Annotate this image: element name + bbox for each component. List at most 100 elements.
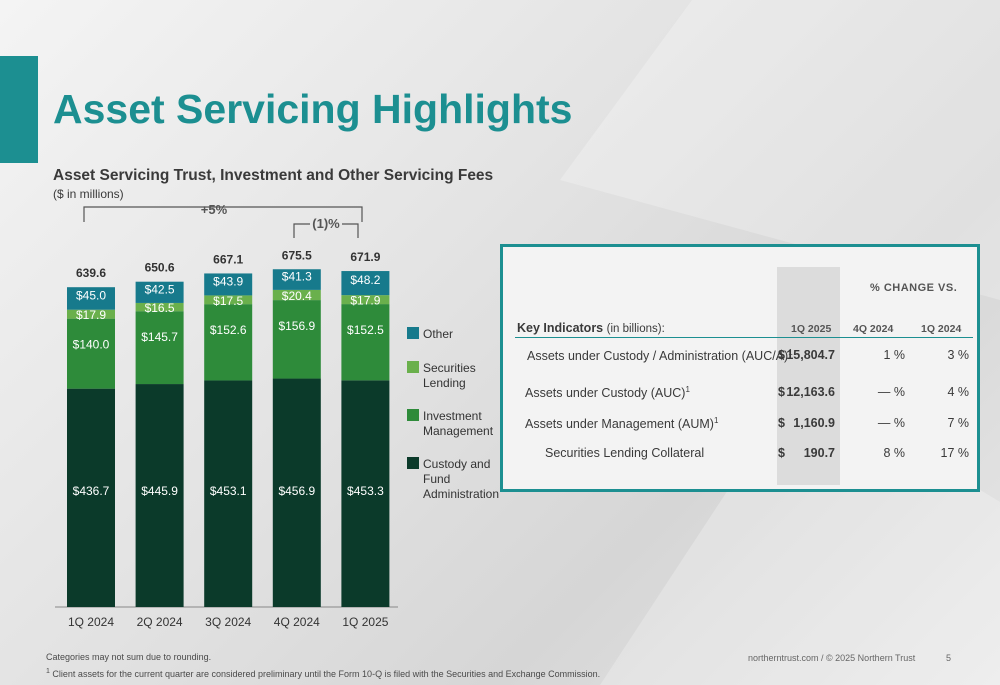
bar-segment	[204, 380, 253, 607]
data-label: $152.6	[210, 323, 247, 337]
column-header: 1Q 2024	[921, 323, 962, 335]
percent-change-header: % CHANGE VS.	[870, 282, 958, 294]
data-label: $41.3	[282, 270, 312, 284]
bar-segment	[272, 269, 321, 290]
legend-swatch	[407, 327, 419, 339]
currency-symbol: $	[778, 416, 785, 430]
legend-label: Other	[423, 327, 453, 341]
key-indicators-heading: Key Indicators (in billions):	[517, 321, 665, 335]
bar-segment	[272, 378, 321, 607]
preliminary-footnote: 1 Client assets for the current quarter …	[46, 668, 600, 679]
bar-segment	[272, 300, 321, 379]
legend-swatch	[407, 361, 419, 373]
data-label: $436.7	[73, 484, 110, 498]
legend-label: Fund	[423, 472, 450, 486]
accent-bar	[0, 56, 38, 163]
data-label: $456.9	[278, 484, 315, 498]
bar-segment	[67, 309, 115, 319]
change-bracket	[293, 223, 359, 238]
change-vs-1q2024: 4 %	[947, 385, 969, 399]
indicator-row: Securities Lending Collateral $190.7 8 % 17…	[503, 446, 977, 466]
footnote-ref: 1	[713, 416, 719, 425]
copyright: northerntrust.com / © 2025 Northern Trus…	[748, 653, 916, 663]
bar-segment	[135, 281, 184, 303]
footnote-ref: 1	[685, 385, 690, 394]
bar-segment	[135, 311, 184, 385]
change-vs-1q2024: 7 %	[947, 416, 969, 430]
x-tick-label: 1Q 2024	[68, 615, 114, 629]
indicator-value: 15,804.7	[786, 348, 835, 362]
indicator-label: Assets under Custody / Administration (A…	[527, 348, 793, 364]
footnote-text: Client assets for the current quarter ar…	[52, 669, 601, 679]
data-label: $145.7	[141, 330, 178, 344]
legend-label: Securities	[423, 361, 476, 375]
change-vs-4q2024: — %	[877, 416, 905, 430]
chart-title: Asset Servicing Trust, Investment and Ot…	[53, 167, 494, 184]
data-label: $17.9	[350, 294, 380, 308]
total-label: 667.1	[213, 252, 243, 266]
bar-segment	[341, 295, 390, 305]
column-header: 1Q 2025	[791, 323, 832, 335]
fees-stacked-bar-chart: $436.7 $140.0 $17.9 $45.0 639.6 1Q 2024 $445.9…	[55, 202, 499, 629]
bar-segment	[341, 304, 390, 381]
column-header: 4Q 2024	[853, 323, 894, 335]
change-vs-4q2024: 1 %	[883, 348, 905, 362]
total-label: 675.5	[282, 248, 312, 262]
bar-segment	[135, 384, 184, 607]
x-tick-label: 1Q 2025	[342, 615, 388, 629]
change-bracket	[83, 206, 363, 222]
change-annotation: (1)%	[312, 216, 340, 231]
bar-segment	[204, 295, 253, 305]
bar-segment	[67, 388, 115, 607]
bar-segment	[341, 380, 390, 607]
indicator-row: Assets under Custody (AUC)1 $12,163.6 — % 4…	[503, 385, 977, 405]
data-label: $20.4	[282, 289, 312, 303]
total-label: 639.6	[76, 266, 106, 280]
page-title: Asset Servicing Highlights	[53, 86, 573, 132]
key-indicators-title: Key Indicators	[517, 321, 604, 335]
data-label: $17.5	[213, 294, 243, 308]
indicator-label: Securities Lending Collateral	[545, 446, 705, 460]
bar-segment	[67, 287, 115, 310]
change-vs-1q2024: 17 %	[940, 446, 970, 460]
data-label: $453.1	[210, 484, 247, 498]
indicator-value: 12,163.6	[786, 385, 835, 399]
x-tick-label: 3Q 2024	[205, 615, 251, 629]
indicator-value: 1,160.9	[793, 416, 835, 430]
legend-label: Investment	[423, 409, 482, 423]
legend-label: Management	[423, 424, 494, 438]
data-label: $42.5	[145, 282, 175, 296]
data-label: $45.0	[76, 288, 106, 302]
bar-segment	[204, 304, 253, 381]
rounding-note: Categories may not sum due to rounding.	[46, 652, 212, 662]
legend-swatch	[407, 409, 419, 421]
data-label: $140.0	[73, 338, 110, 352]
data-label: $445.9	[141, 484, 178, 498]
header-divider	[515, 337, 973, 338]
bar-segment	[341, 271, 390, 296]
key-indicators-panel: % CHANGE VS. Key Indicators (in billions…	[500, 244, 980, 492]
total-label: 671.9	[350, 250, 380, 264]
indicator-label: Assets under Management (AUM)1	[525, 416, 719, 432]
data-label: $156.9	[278, 319, 315, 333]
bar-segment	[135, 302, 184, 312]
x-tick-label: 2Q 2024	[137, 615, 183, 629]
change-vs-1q2024: 3 %	[947, 348, 969, 362]
footnote-ref: 1	[788, 348, 793, 357]
page-number: 5	[946, 653, 952, 663]
data-label: $48.2	[350, 273, 380, 287]
currency-symbol: $	[778, 446, 785, 460]
bar-segment	[272, 289, 321, 301]
legend-label: Lending	[423, 376, 466, 390]
bar-segment	[204, 273, 253, 296]
footnote-marker: 1	[46, 668, 50, 675]
change-vs-4q2024: 8 %	[883, 446, 905, 460]
x-tick-label: 4Q 2024	[274, 615, 320, 629]
data-label: $16.5	[145, 301, 175, 315]
currency-symbol: $	[778, 385, 785, 399]
data-label: $17.9	[76, 308, 106, 322]
indicator-label: Assets under Custody (AUC)1	[525, 385, 690, 401]
legend-label: Administration	[423, 487, 499, 501]
legend-swatch	[407, 457, 419, 469]
current-quarter-highlight	[777, 267, 840, 485]
